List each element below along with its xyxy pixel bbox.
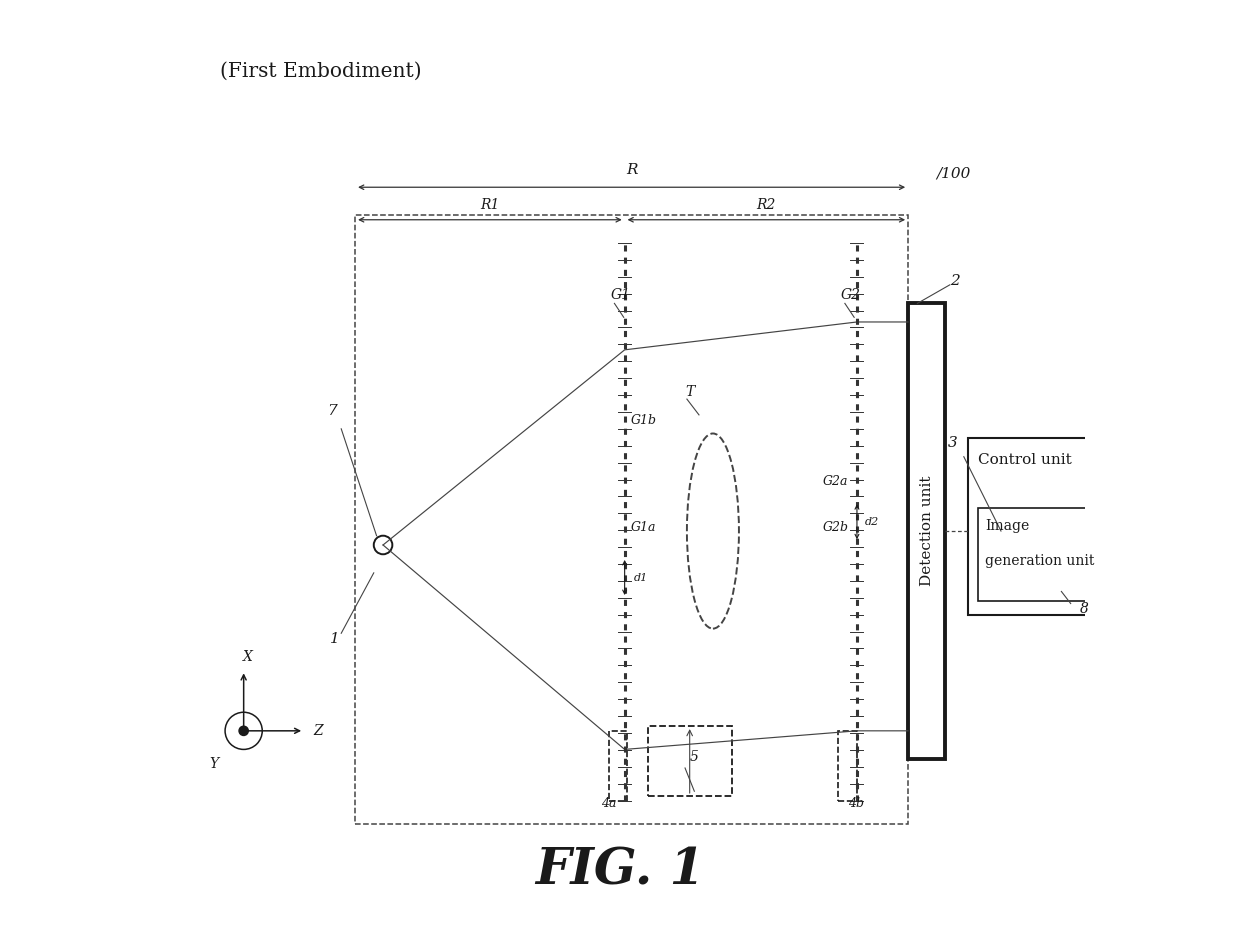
Bar xyxy=(355,215,908,824)
Bar xyxy=(968,438,1112,615)
Text: G1a: G1a xyxy=(631,521,657,534)
Text: 4a: 4a xyxy=(601,797,618,810)
Text: Z: Z xyxy=(314,724,322,738)
Bar xyxy=(908,304,945,759)
Text: G1b: G1b xyxy=(631,414,657,427)
Text: 7: 7 xyxy=(327,404,337,418)
Text: /100: /100 xyxy=(936,167,971,181)
Text: Detection unit: Detection unit xyxy=(920,476,934,586)
Text: Control unit: Control unit xyxy=(978,453,1071,467)
Text: d1: d1 xyxy=(634,572,649,582)
Circle shape xyxy=(239,726,248,735)
Bar xyxy=(647,726,732,796)
Text: 4b: 4b xyxy=(848,797,863,810)
Text: R: R xyxy=(626,163,637,177)
Text: (First Embodiment): (First Embodiment) xyxy=(221,62,422,81)
Text: R1: R1 xyxy=(480,198,500,212)
Text: G2: G2 xyxy=(841,288,861,302)
Text: X: X xyxy=(243,651,252,665)
Text: Y: Y xyxy=(210,757,218,771)
Bar xyxy=(838,731,857,801)
Text: 8: 8 xyxy=(1080,602,1089,616)
Text: 2: 2 xyxy=(950,274,960,288)
Text: 1: 1 xyxy=(330,632,340,646)
Text: G2a: G2a xyxy=(822,474,848,487)
Text: G2b: G2b xyxy=(822,521,848,534)
Text: d2: d2 xyxy=(864,516,879,527)
Text: G1: G1 xyxy=(611,288,631,302)
Text: 3: 3 xyxy=(949,436,957,450)
Bar xyxy=(609,731,627,801)
Text: FIG. 1: FIG. 1 xyxy=(536,846,704,896)
Text: Image: Image xyxy=(986,519,1029,533)
Bar xyxy=(978,508,1099,601)
Text: generation unit: generation unit xyxy=(986,555,1095,569)
Text: T: T xyxy=(684,385,694,399)
Text: R2: R2 xyxy=(756,198,776,212)
Text: 5: 5 xyxy=(689,750,698,764)
